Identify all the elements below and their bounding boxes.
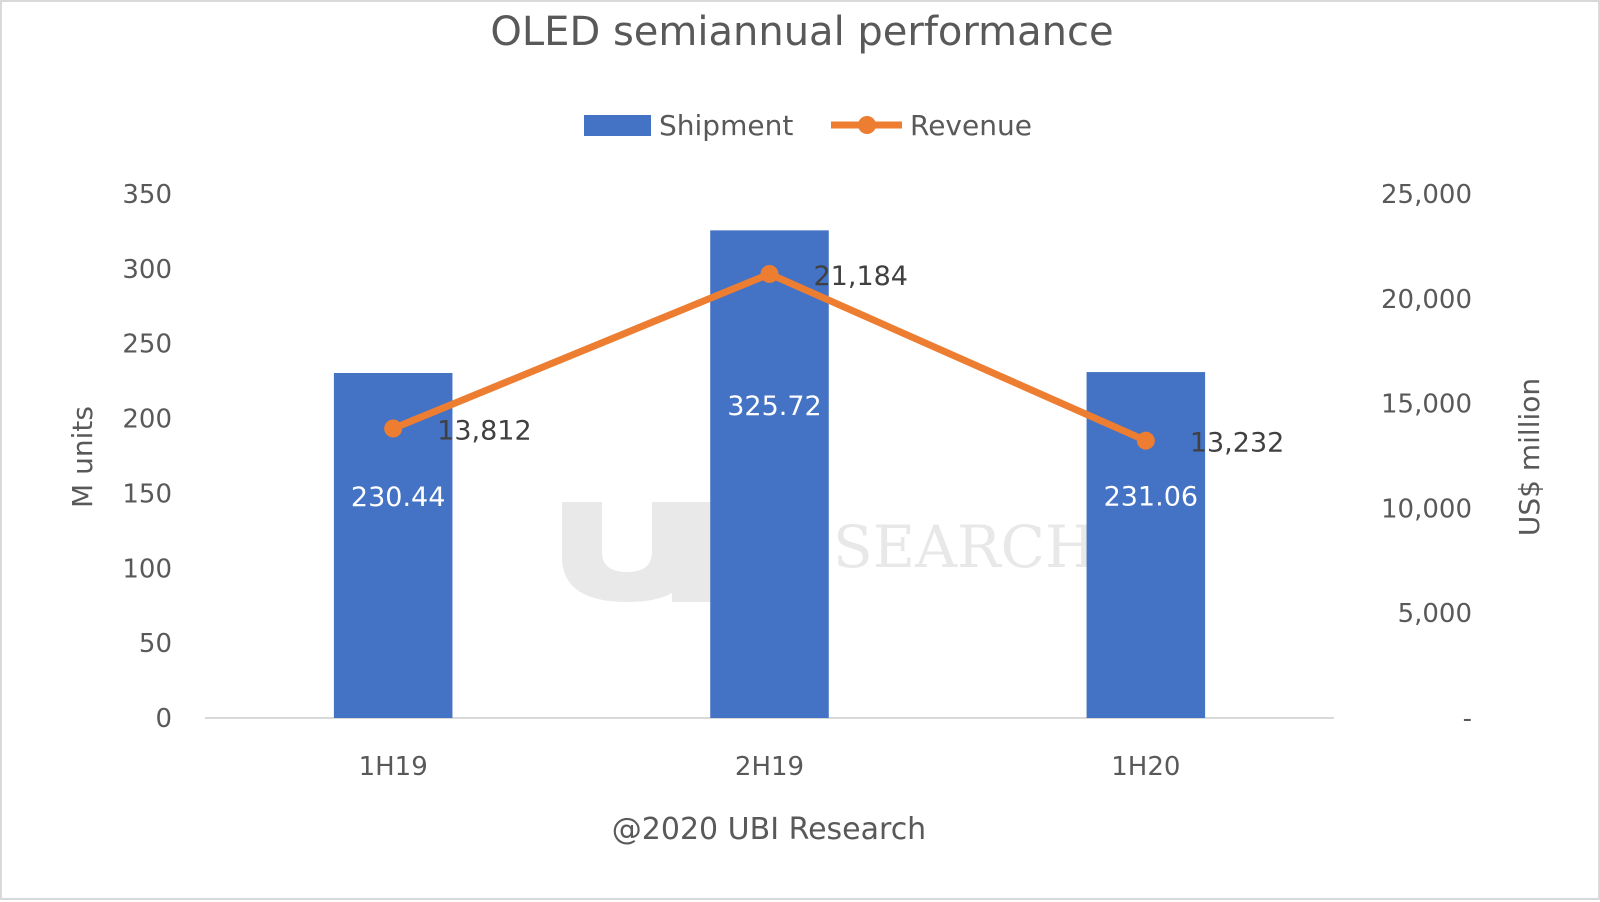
x-tick-label: 1H20	[1111, 752, 1180, 782]
y-tick-label: 250	[122, 330, 172, 360]
chart-credit: @2020 UBI Research	[612, 812, 926, 847]
y2-tick-label: -	[1463, 704, 1472, 734]
revenue-point	[1136, 431, 1155, 450]
shipment-data-label: 231.06	[1104, 482, 1198, 513]
y2-axis-ticks: - 5,000 10,000 15,000 20,000 25,000	[1381, 180, 1472, 734]
legend: Shipment Revenue	[584, 109, 1032, 142]
y-tick-label: 50	[139, 629, 172, 659]
shipment-data-label: 230.44	[351, 482, 445, 513]
revenue-line	[384, 264, 1155, 450]
revenue-point	[384, 419, 403, 438]
x-axis-ticks: 1H19 2H19 1H20	[359, 752, 1181, 782]
y-tick-label: 350	[122, 180, 172, 210]
y-tick-label: 200	[122, 405, 172, 435]
y2-tick-label: 25,000	[1381, 180, 1472, 210]
x-tick-label: 2H19	[735, 752, 804, 782]
shipment-bar	[710, 230, 829, 718]
revenue-data-label: 13,232	[1190, 428, 1284, 459]
revenue-data-label: 21,184	[814, 261, 908, 292]
shipment-data-label: 325.72	[727, 391, 821, 422]
legend-revenue-label: Revenue	[910, 109, 1032, 142]
legend-shipment-label: Shipment	[659, 109, 793, 142]
y-axis-ticks: 0 50 100 150 200 250 300 350	[122, 180, 172, 734]
y2-tick-label: 20,000	[1381, 285, 1472, 315]
y-axis-title: M units	[66, 406, 99, 508]
revenue-data-labels: 13,812 21,184 13,232	[437, 261, 1284, 459]
y2-tick-label: 5,000	[1398, 599, 1472, 629]
revenue-point	[760, 264, 779, 283]
y-tick-label: 150	[122, 479, 172, 509]
y-tick-label: 100	[122, 554, 172, 584]
y2-tick-label: 10,000	[1381, 494, 1472, 524]
y-tick-label: 300	[122, 255, 172, 285]
shipment-bar	[1086, 372, 1206, 718]
x-tick-label: 1H19	[359, 752, 428, 782]
y2-tick-label: 15,000	[1381, 390, 1472, 420]
legend-shipment-swatch	[584, 115, 651, 136]
shipment-bars	[333, 230, 1206, 718]
watermark-logo: RESEARCH	[562, 402, 1096, 602]
revenue-data-label: 13,812	[437, 416, 531, 447]
chart-title: OLED semiannual performance	[490, 9, 1113, 55]
legend-revenue-marker	[858, 116, 876, 134]
y-tick-label: 0	[155, 704, 172, 734]
shipment-data-labels: 230.44 325.72 231.06	[351, 391, 1198, 513]
y2-axis-title: US$ million	[1513, 378, 1546, 536]
